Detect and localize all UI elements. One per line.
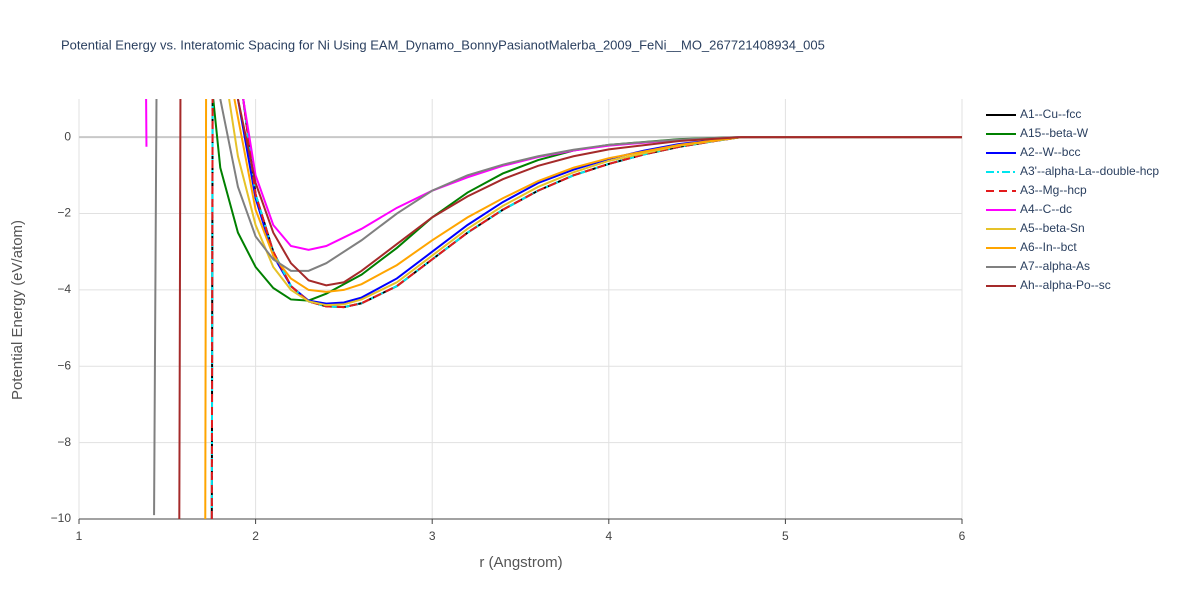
series-line [204,99,962,520]
y-tick-label: −8 [57,435,71,449]
y-tick-label: −2 [57,206,71,220]
legend-label: A1--Cu--fcc [1020,107,1081,121]
chart-title: Potential Energy vs. Interatomic Spacing… [61,37,825,52]
plot-area [145,99,962,520]
legend-label: A6--In--bct [1020,240,1077,254]
y-tick-label: −6 [57,358,71,372]
x-tick-label: 3 [429,529,436,543]
series-line [236,99,962,305]
legend-label: A15--beta-W [1020,126,1089,140]
legend-label: A5--beta-Sn [1020,221,1085,235]
legend-label: A2--W--bcc [1020,145,1080,159]
legend-label: A7--alpha-As [1020,259,1090,273]
legend-label: A3'--alpha-La--double-hcp [1020,164,1159,178]
series-line [153,99,962,516]
x-tick-label: 1 [76,529,83,543]
series-line [210,99,962,520]
series-line [178,99,962,520]
legend-label: A4--C--dc [1020,202,1072,216]
x-tick-label: 4 [605,529,612,543]
x-axis-title: r (Angstrom) [479,554,562,571]
y-tick-label: −10 [51,511,72,525]
legend: A1--Cu--fcc A15--beta-W A2--W--bcc A3'--alp… [986,107,1159,292]
series-line [212,99,962,302]
x-tick-label: 2 [252,529,259,543]
legend-label: Ah--alpha-Po--sc [1020,278,1111,292]
x-tick-label: 6 [959,529,966,543]
y-tick-label: 0 [64,129,71,143]
y-axis-title: Potential Energy (eV/atom) [9,220,26,400]
grid: 1 2 3 4 5 6 −10 −8 −6 −4 −2 0 [51,99,966,543]
x-tick-label: 5 [782,529,789,543]
y-tick-label: −4 [57,282,71,296]
legend-label: A3--Mg--hcp [1020,183,1087,197]
series-line [228,99,962,307]
